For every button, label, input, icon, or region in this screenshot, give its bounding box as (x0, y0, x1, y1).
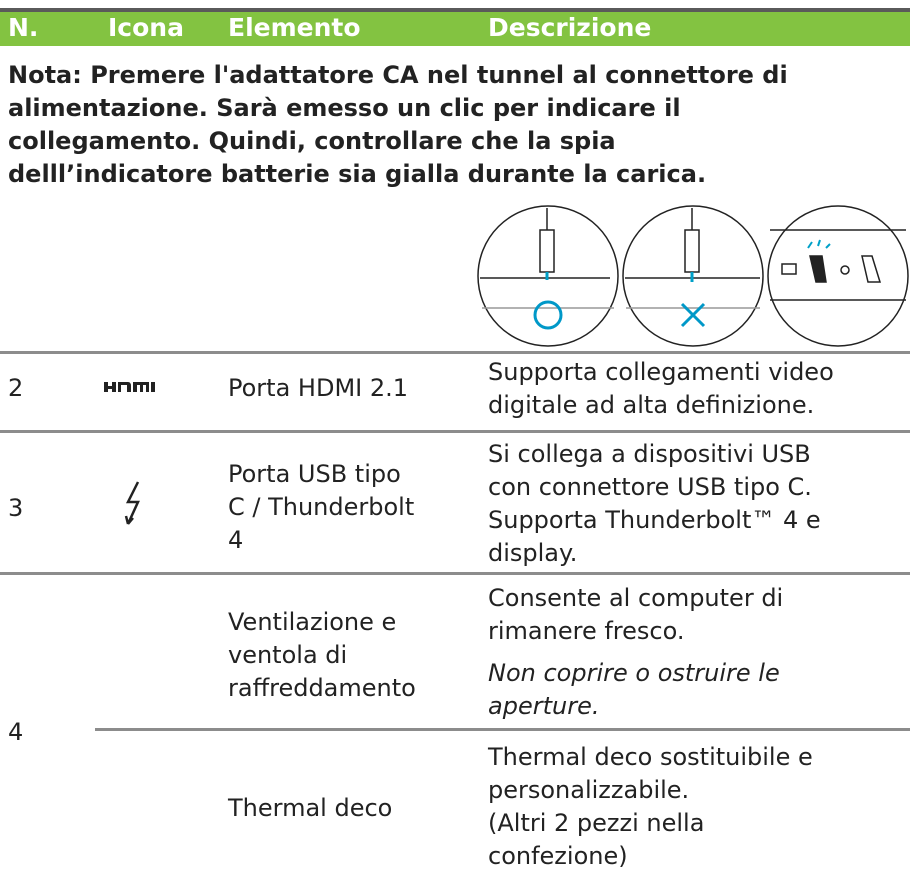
thunderbolt-icon (124, 481, 140, 525)
element: ventola di (228, 641, 348, 669)
element: Porta USB tipo (228, 460, 401, 488)
note-line: delll’indicatore batterie sia gialla dur… (8, 160, 707, 188)
row-separator (0, 351, 910, 354)
description-line: (Altri 2 pezzi nella (488, 809, 705, 837)
note-line: Nota: Premere l'adattatore CA nel tunnel… (8, 61, 788, 89)
row-number: 2 (8, 374, 24, 402)
row-number: 4 (8, 718, 24, 746)
description-note: Non coprire o ostruire le (488, 659, 780, 687)
description-line: confezione) (488, 842, 628, 870)
header-bar (0, 8, 910, 46)
row-number: 3 (8, 494, 24, 522)
element: raffreddamento (228, 674, 416, 702)
element: Porta HDMI 2.1 (228, 374, 409, 402)
description-line: digitale ad alta definizione. (488, 391, 815, 419)
illustration (477, 205, 909, 347)
element: Thermal deco (228, 794, 393, 822)
row-separator (0, 430, 910, 433)
header-cell: Icona (108, 13, 184, 42)
description-line: Supporta collegamenti video (488, 358, 834, 386)
header-cell: Elemento (228, 13, 361, 42)
description-line: Thermal deco sostituibile e (488, 743, 813, 771)
header-cell: Descrizione (488, 13, 652, 42)
element: C / Thunderbolt (228, 493, 415, 521)
subrow-separator (95, 728, 910, 731)
description-line: Supporta Thunderbolt™ 4 e (488, 506, 821, 534)
description-line: display. (488, 539, 578, 567)
row-separator (0, 572, 910, 575)
description-note: aperture. (488, 692, 600, 720)
note-line: collegamento. Quindi, controllare che la… (8, 127, 616, 155)
element: 4 (228, 526, 244, 554)
description-line: personalizzabile. (488, 776, 690, 804)
note-line: alimentazione. Sarà emesso un clic per i… (8, 94, 681, 122)
hdmi-icon (104, 382, 155, 392)
element: Ventilazione e (228, 608, 397, 636)
description-line: Si collega a dispositivi USB (488, 440, 811, 468)
description-line: rimanere fresco. (488, 617, 685, 645)
description-line: Consente al computer di (488, 584, 784, 612)
header-cell: N. (8, 13, 39, 42)
description-line: con connettore USB tipo C. (488, 473, 812, 501)
